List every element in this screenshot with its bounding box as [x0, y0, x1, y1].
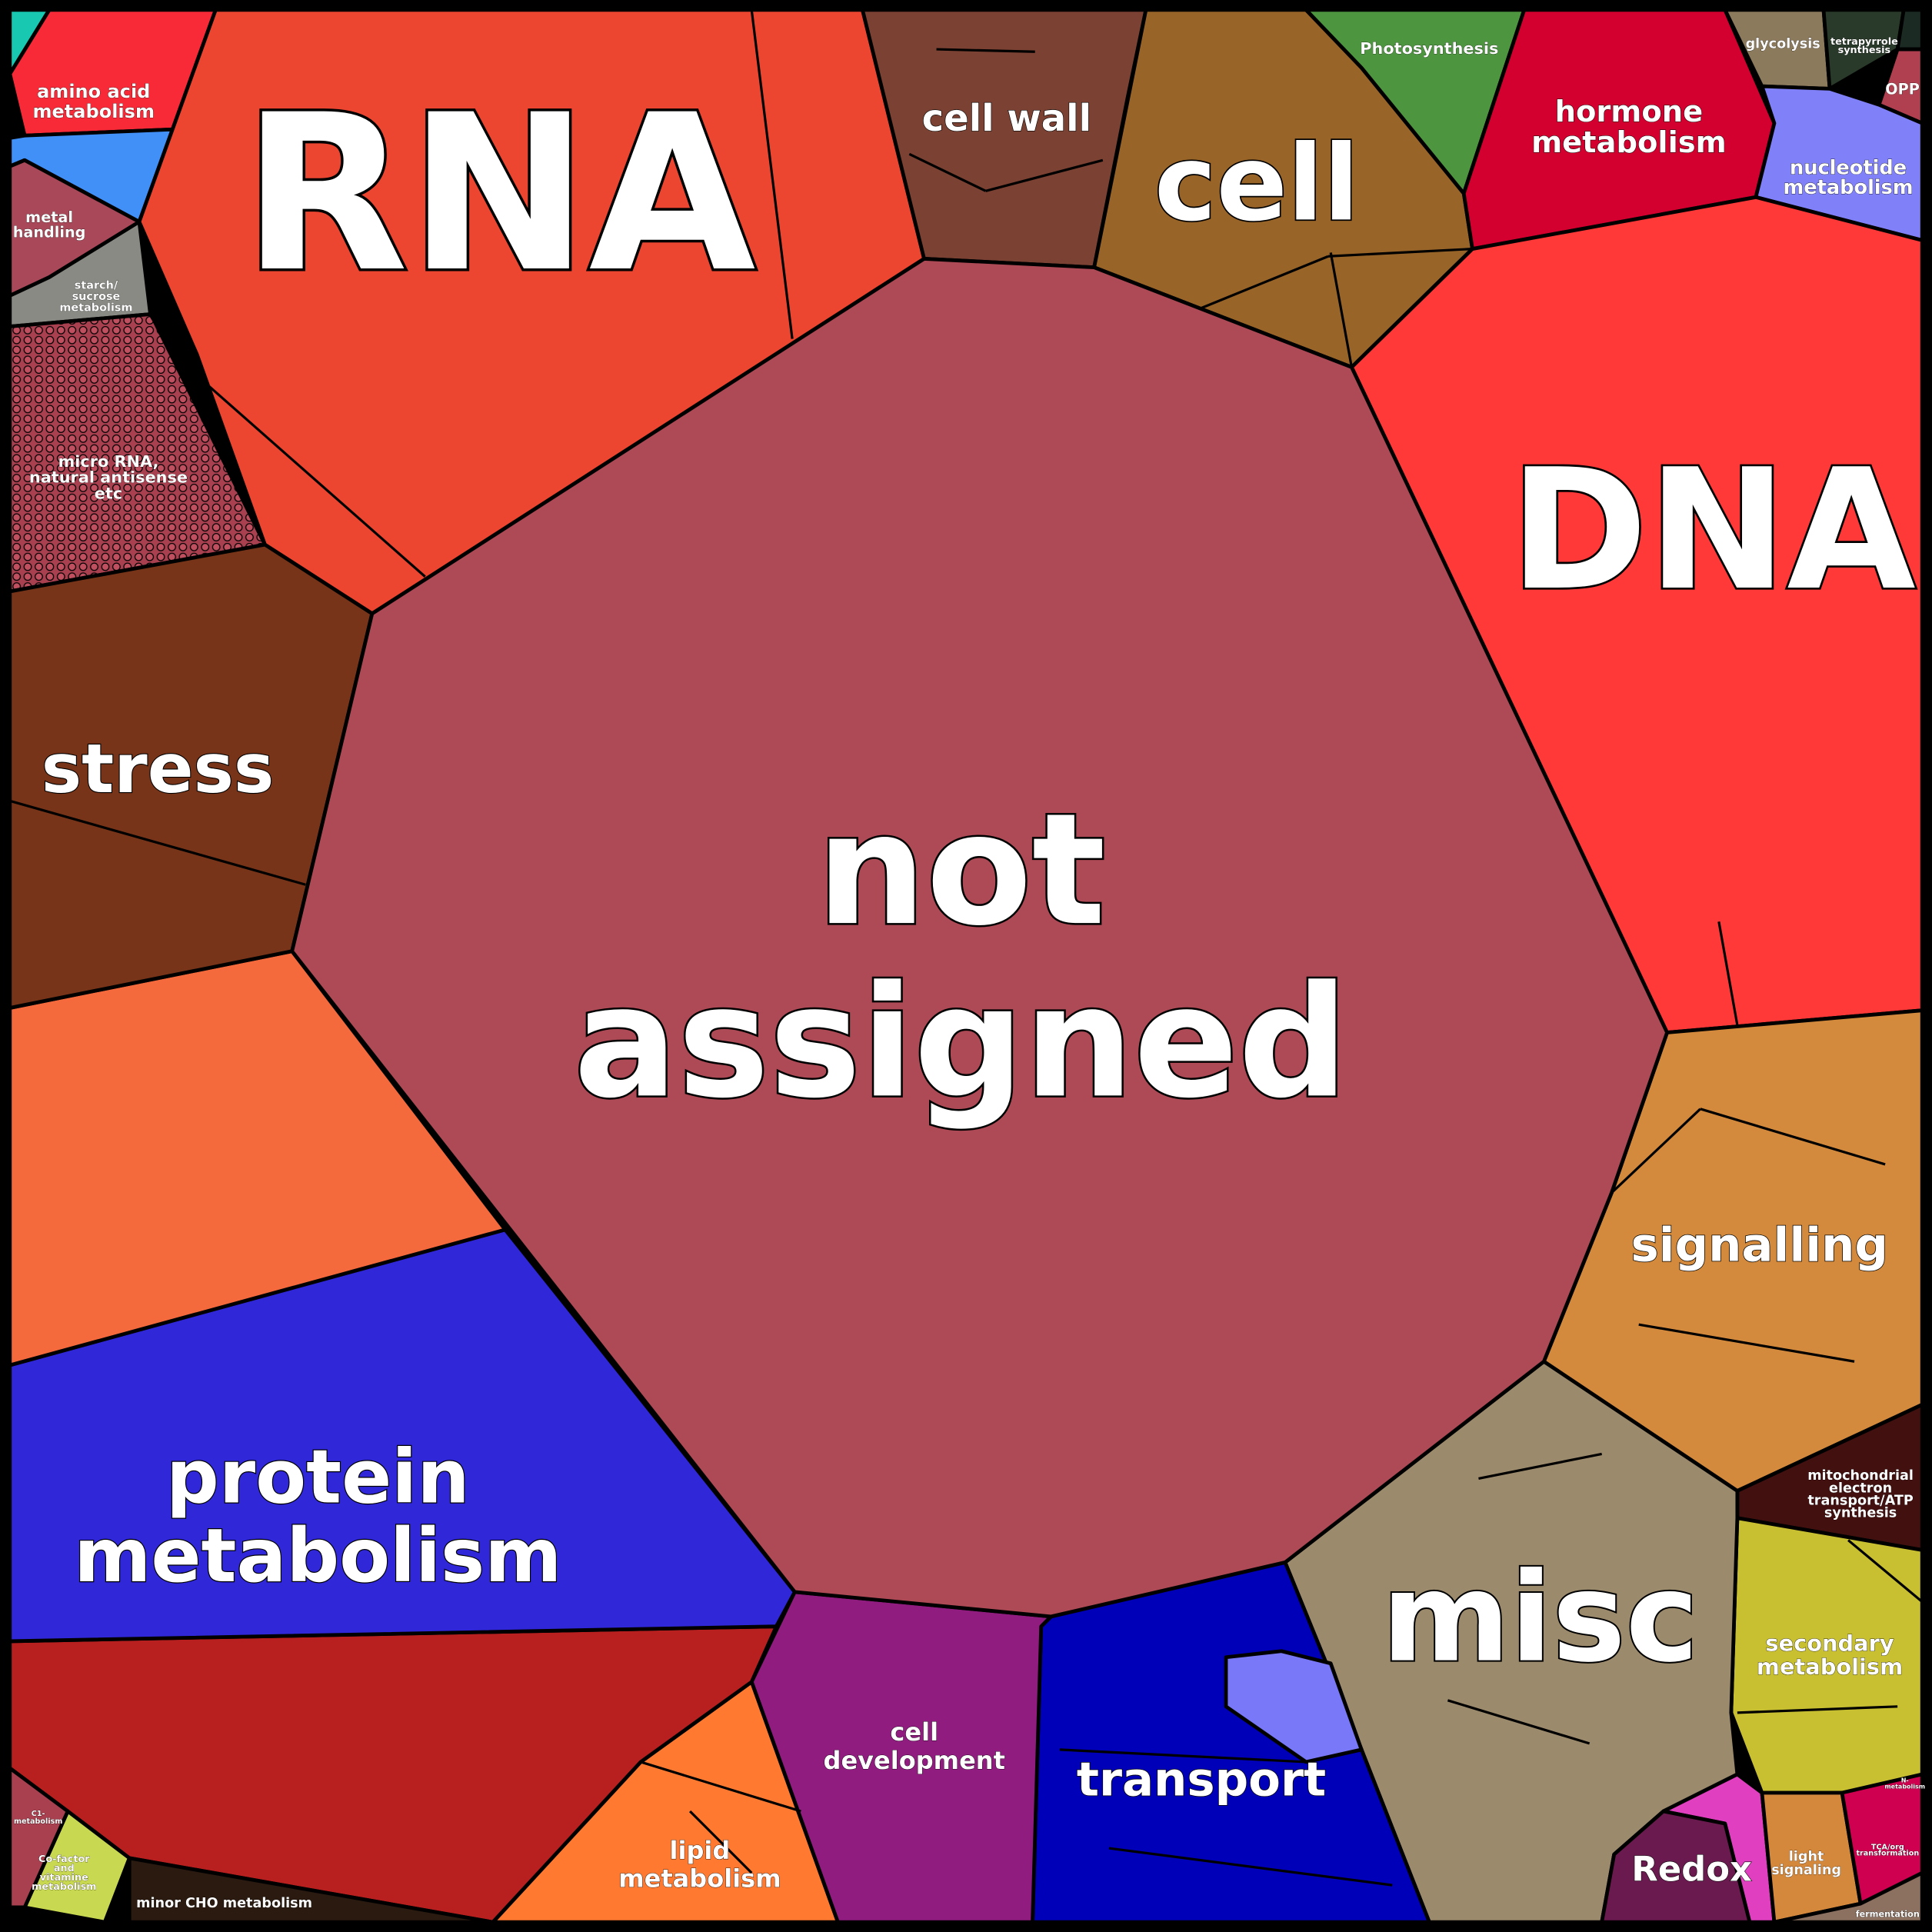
- region-label: DNA: [1510, 434, 1916, 628]
- region-label: TCA/org: [1871, 1843, 1904, 1851]
- region-label: Photosynthesis: [1360, 39, 1498, 58]
- region-cell: [1600, 1809, 1752, 1924]
- cell-border: [750, 9, 794, 339]
- region-label: Co-factor: [38, 1854, 90, 1865]
- region-label: metabolism: [74, 1513, 561, 1599]
- region-label: OPP: [1885, 80, 1920, 98]
- cell-border: [1108, 1847, 1393, 1887]
- region-label: minor CHO metabolism: [136, 1896, 312, 1911]
- cell-border: [689, 1810, 753, 1874]
- region-label: amino acid: [37, 81, 150, 102]
- region-label: and: [54, 1863, 75, 1874]
- region-label: protein: [166, 1434, 470, 1521]
- region-cell: [8, 312, 267, 594]
- region-label: metabolism: [618, 1864, 781, 1894]
- region-label: mitochondrial: [1807, 1468, 1914, 1484]
- region-label: assigned: [574, 953, 1348, 1132]
- cell-border: [1737, 1705, 1898, 1714]
- cell-border: [1611, 1108, 1701, 1194]
- cell-border: [1717, 921, 1739, 1026]
- region-label: metabolism: [33, 101, 155, 122]
- region-label: lipid: [670, 1836, 731, 1865]
- region-cell: [1224, 1649, 1364, 1764]
- cell-border: [1059, 1748, 1307, 1764]
- cell-border: [1447, 1699, 1591, 1745]
- cell-border: [1478, 1452, 1602, 1481]
- cell-border: [1847, 1539, 1924, 1603]
- region-label: metabolism: [1884, 1783, 1925, 1790]
- region-label: metabolism: [1531, 125, 1727, 160]
- cell-border: [175, 356, 426, 578]
- region-label: synthesis: [1838, 45, 1891, 56]
- region-label: nucleotide: [1790, 156, 1907, 179]
- region-label: metabolism: [14, 1817, 62, 1826]
- region-label: glycolysis: [1746, 37, 1820, 52]
- region-label: Redox: [1631, 1849, 1752, 1890]
- region-label: cell: [1154, 123, 1359, 245]
- region-label: stress: [42, 729, 275, 808]
- region-label: metabolism: [59, 302, 132, 315]
- region-label: metabolism: [1784, 176, 1914, 199]
- region-cell: [8, 219, 152, 328]
- region-label: metabolism: [1757, 1654, 1903, 1680]
- region-label: hormone: [1555, 95, 1704, 129]
- region-label: micro RNA,: [58, 452, 159, 471]
- region-label: starch/: [75, 280, 118, 292]
- cell-border: [9, 1625, 777, 1643]
- region-cell: [1754, 84, 1924, 242]
- region-cell: [1895, 8, 1924, 52]
- region-label: cell: [890, 1717, 938, 1747]
- region-label: N-: [1901, 1777, 1909, 1784]
- region-label: C1-: [32, 1810, 45, 1818]
- region-label: signaling: [1771, 1863, 1841, 1878]
- cell-border: [1329, 252, 1354, 368]
- region-label: transformation: [1856, 1849, 1919, 1857]
- region-label: sucrose: [72, 291, 121, 303]
- region-label: RNA: [242, 69, 758, 320]
- cell-border: [908, 152, 987, 192]
- region-label: transport/ATP: [1807, 1493, 1914, 1508]
- region-cell: [290, 257, 1669, 1619]
- cell-border: [985, 158, 1104, 192]
- region-label: transport: [1077, 1753, 1326, 1807]
- cell-border: [936, 48, 1035, 53]
- cell-border: [1201, 255, 1329, 309]
- region-label: handling: [13, 223, 86, 241]
- region-cell: [127, 1856, 495, 1924]
- cell-border: [1638, 1323, 1855, 1363]
- region-label: vitamine: [40, 1872, 88, 1884]
- region-label: not: [817, 781, 1106, 960]
- region-label: secondary: [1765, 1631, 1894, 1657]
- cell-border: [640, 1760, 801, 1813]
- region-cell: [8, 1766, 70, 1910]
- region-label: light: [1789, 1849, 1824, 1864]
- region-label: metal: [25, 208, 73, 226]
- region-label: fermentation: [1856, 1910, 1920, 1920]
- region-label: etc: [95, 484, 122, 502]
- cell-border: [1700, 1108, 1886, 1166]
- region-label: cell wall: [922, 97, 1091, 140]
- region-cell: [1772, 1870, 1924, 1924]
- region-label: natural antisense: [29, 468, 188, 487]
- region-label: tetrapyrrole: [1830, 36, 1898, 48]
- region-label: synthesis: [1824, 1505, 1897, 1521]
- cell-border: [9, 799, 306, 886]
- region-label: metabolism: [32, 1881, 96, 1893]
- region-label: development: [824, 1746, 1005, 1775]
- region-label: misc: [1381, 1546, 1698, 1690]
- cell-border: [1327, 248, 1473, 258]
- region-label: electron: [1829, 1481, 1892, 1496]
- region-label: signalling: [1631, 1217, 1888, 1272]
